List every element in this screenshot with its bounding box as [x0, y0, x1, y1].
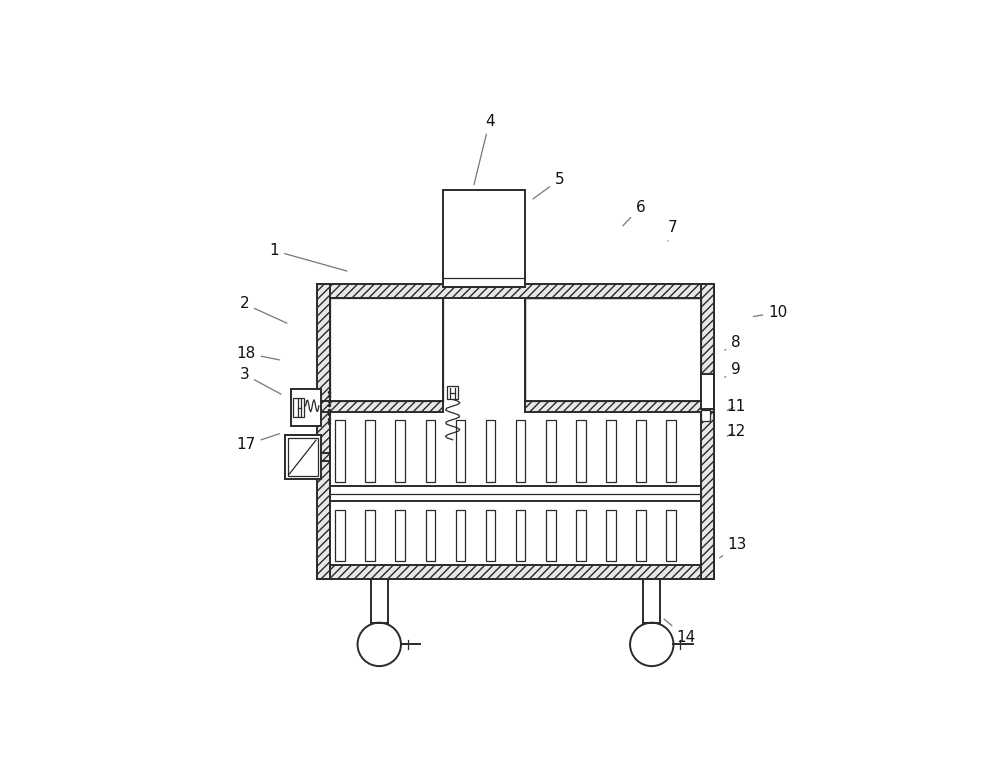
Bar: [456, 510, 465, 561]
Bar: [576, 510, 586, 561]
Bar: [606, 510, 616, 561]
Bar: [701, 284, 714, 579]
Bar: [447, 386, 458, 399]
Text: 10: 10: [753, 305, 787, 319]
Bar: [426, 510, 435, 561]
Bar: [426, 420, 435, 482]
Bar: [546, 510, 556, 561]
Bar: [516, 420, 525, 482]
Text: 2: 2: [239, 296, 287, 323]
Bar: [456, 420, 465, 482]
Bar: [365, 420, 375, 482]
Bar: [293, 399, 304, 417]
Bar: [636, 510, 646, 561]
Bar: [666, 420, 676, 482]
Text: 4: 4: [474, 114, 494, 185]
Text: 9: 9: [725, 362, 740, 377]
Bar: [317, 284, 330, 579]
Bar: [636, 420, 646, 482]
Text: 14: 14: [664, 619, 696, 645]
Text: 8: 8: [725, 335, 740, 350]
Text: 6: 6: [623, 200, 645, 226]
Text: 11: 11: [726, 399, 745, 413]
Bar: [335, 510, 345, 561]
Bar: [643, 579, 660, 622]
Bar: [330, 486, 701, 501]
Bar: [486, 510, 495, 561]
Bar: [365, 510, 375, 561]
Bar: [606, 420, 616, 482]
Bar: [395, 420, 405, 482]
Bar: [288, 438, 318, 476]
Bar: [546, 420, 556, 482]
Bar: [317, 401, 443, 413]
Bar: [576, 420, 586, 482]
Text: 1: 1: [270, 244, 347, 271]
Text: 18: 18: [236, 346, 279, 361]
Bar: [335, 420, 345, 482]
Bar: [317, 284, 714, 298]
Bar: [291, 389, 321, 427]
Text: 5: 5: [533, 172, 564, 199]
Bar: [516, 510, 525, 561]
Bar: [701, 410, 710, 421]
Bar: [486, 420, 495, 482]
Bar: [525, 298, 701, 401]
Bar: [317, 565, 714, 579]
Bar: [395, 510, 405, 561]
Bar: [443, 190, 525, 287]
Bar: [525, 401, 714, 413]
Text: 17: 17: [236, 434, 280, 453]
Bar: [285, 435, 321, 479]
Text: 3: 3: [239, 366, 281, 394]
Bar: [371, 579, 388, 622]
Text: 13: 13: [720, 537, 747, 557]
Bar: [701, 373, 714, 409]
Bar: [666, 510, 676, 561]
Text: 7: 7: [667, 220, 677, 241]
Text: 12: 12: [726, 424, 745, 439]
